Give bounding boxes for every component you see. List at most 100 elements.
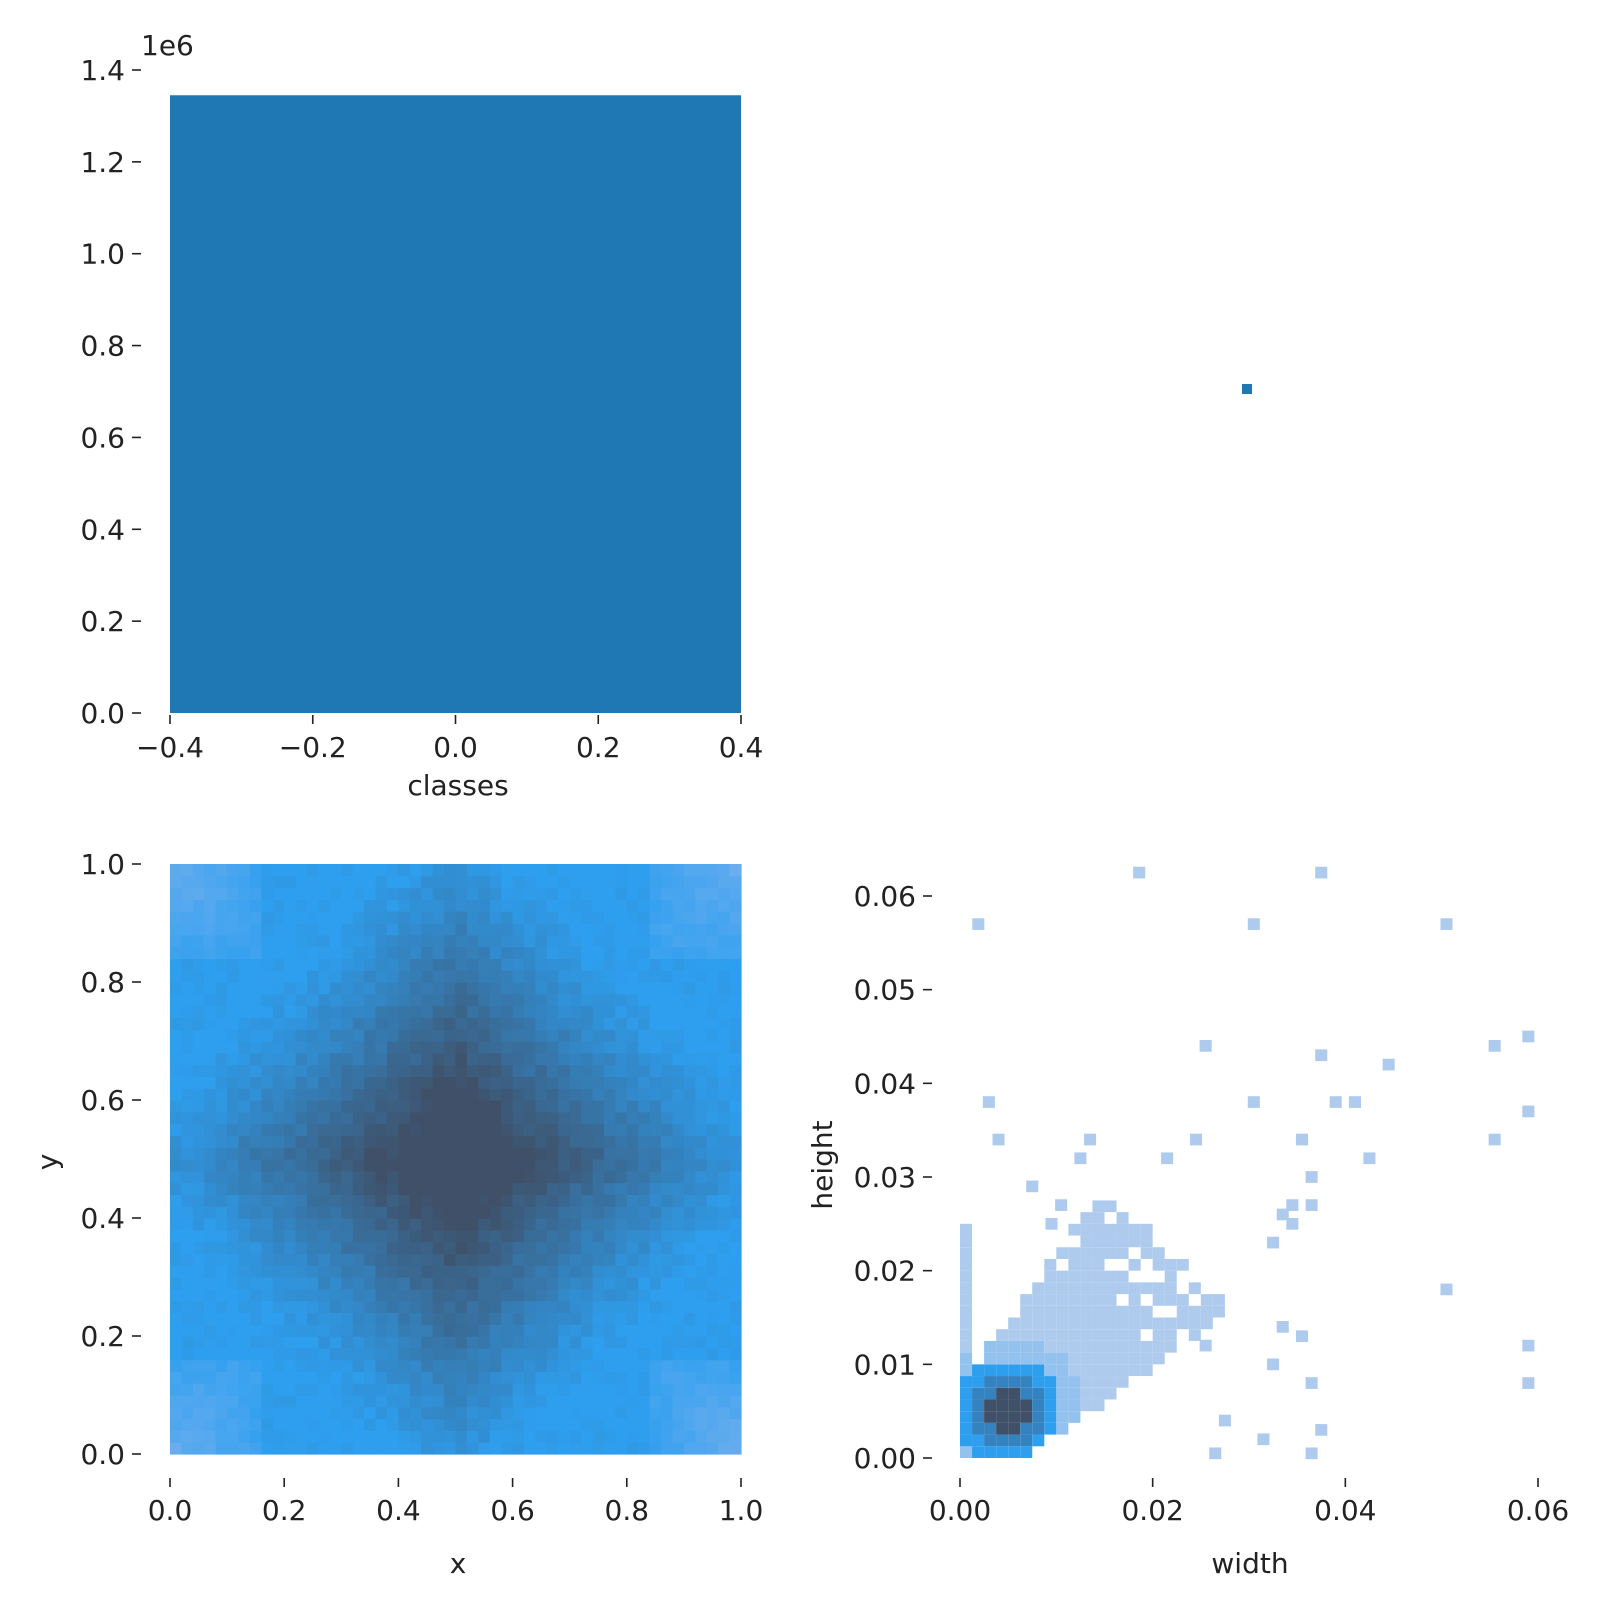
heatmap-cell xyxy=(455,1135,468,1148)
heatmap-cell xyxy=(558,1442,571,1455)
outlier-cell xyxy=(1382,1058,1395,1071)
heatmap-cell xyxy=(181,970,194,983)
heatmap-cell xyxy=(524,1052,537,1066)
heatmap-cell xyxy=(170,1147,183,1160)
heatmap-cell xyxy=(501,887,514,900)
heatmap-cell xyxy=(661,1076,674,1089)
heatmap-cell xyxy=(706,1324,719,1337)
heatmap-cell xyxy=(626,970,639,983)
heatmap-cell xyxy=(204,1147,217,1160)
heatmap-cell xyxy=(649,1383,662,1396)
heatmap-cell xyxy=(603,1406,616,1420)
heatmap-cell xyxy=(398,1395,411,1408)
heatmap-cell xyxy=(581,1005,594,1018)
heatmap-cell xyxy=(341,1135,354,1148)
heatmap-cell xyxy=(626,1088,639,1101)
heatmap-cell xyxy=(181,1159,194,1172)
heatmap-cell xyxy=(478,1218,491,1231)
heatmap-cell xyxy=(261,1229,274,1243)
heatmap-cell xyxy=(672,993,685,1007)
heatmap-cell xyxy=(341,958,354,971)
heatmap-cell xyxy=(409,1005,422,1018)
y-axis-label-height: height xyxy=(806,1120,839,1209)
heatmap-cell xyxy=(638,1418,651,1431)
heatmap-cell xyxy=(386,1182,399,1195)
heatmap-cell xyxy=(409,1111,422,1125)
heatmap-cell xyxy=(718,1041,731,1054)
heatmap-cell xyxy=(295,1336,308,1349)
heatmap-cell xyxy=(386,1265,399,1278)
heatmap-cell xyxy=(295,1182,308,1195)
heatmap-cell xyxy=(432,1052,445,1066)
heatmap-cell xyxy=(603,1347,616,1361)
heatmap-cell xyxy=(996,1329,1009,1341)
heatmap-cell xyxy=(1032,1364,1045,1377)
heatmap-cell xyxy=(364,1300,377,1313)
heatmap-cell xyxy=(478,958,491,971)
heatmap-cell xyxy=(558,1100,571,1113)
heatmap-cell xyxy=(535,958,548,971)
heatmap-cell xyxy=(1020,1387,1033,1400)
heatmap-cell xyxy=(204,887,217,900)
heatmap-cell xyxy=(318,946,331,959)
heatmap-cell xyxy=(398,1288,411,1302)
heatmap-cell xyxy=(569,1229,582,1243)
heatmap-cell xyxy=(398,970,411,983)
heatmap-cell xyxy=(478,1359,491,1372)
heatmap-cell xyxy=(729,1123,742,1136)
heatmap-cell xyxy=(261,864,274,877)
heatmap-cell xyxy=(249,1347,262,1361)
heatmap-cell xyxy=(649,1229,662,1243)
heatmap-cell xyxy=(261,1159,274,1172)
heatmap-cell xyxy=(307,1135,320,1148)
heatmap-cell xyxy=(444,1336,457,1349)
heatmap-cell xyxy=(364,1218,377,1231)
heatmap-cell xyxy=(592,1135,605,1148)
heatmap-cell xyxy=(227,1241,240,1254)
heatmap-cell xyxy=(364,982,377,995)
heatmap-cell xyxy=(409,864,422,877)
heatmap-cell xyxy=(455,1100,468,1113)
heatmap-cell xyxy=(432,1312,445,1325)
heatmap-cell xyxy=(227,1029,240,1042)
heatmap-cell xyxy=(706,1300,719,1313)
heatmap-cell xyxy=(307,875,320,889)
heatmap-cell xyxy=(249,993,262,1007)
heatmap-cell xyxy=(615,1229,628,1243)
heatmap-cell xyxy=(1164,1270,1177,1283)
heatmap-cell xyxy=(960,1434,973,1447)
heatmap-cell xyxy=(546,875,559,889)
heatmap-cell xyxy=(466,946,479,959)
heatmap-cell xyxy=(558,875,571,889)
heatmap-cell xyxy=(661,1159,674,1172)
heatmap-cell xyxy=(227,1041,240,1054)
heatmap-cell xyxy=(695,1182,708,1195)
heatmap-cell xyxy=(249,1076,262,1089)
heatmap-cell xyxy=(546,1359,559,1372)
heatmap-cell xyxy=(227,1430,240,1443)
heatmap-cell xyxy=(284,1017,297,1030)
heatmap-cell xyxy=(729,1135,742,1148)
heatmap-cell xyxy=(695,875,708,889)
heatmap-cell xyxy=(432,1418,445,1431)
heatmap-cell xyxy=(249,1088,262,1101)
heatmap-cell xyxy=(295,1064,308,1077)
heatmap-cell xyxy=(375,1206,388,1219)
heatmap-cell xyxy=(626,1371,639,1384)
heatmap-cell xyxy=(535,923,548,936)
heatmap-cell xyxy=(249,1406,262,1420)
heatmap-cell xyxy=(284,1147,297,1160)
heatmap-cell xyxy=(638,993,651,1007)
y-axis-y: 0.00.20.40.60.81.0 xyxy=(80,848,141,1471)
heatmap-cell xyxy=(170,1288,183,1302)
heatmap-cell xyxy=(1104,1376,1117,1388)
heatmap-cell xyxy=(512,1100,525,1113)
heatmap-cell xyxy=(695,1029,708,1042)
heatmap-cell xyxy=(478,1088,491,1101)
heatmap-cell xyxy=(204,1111,217,1125)
heatmap-cell xyxy=(341,1029,354,1042)
heatmap-cell xyxy=(272,1005,285,1018)
heatmap-cell xyxy=(661,923,674,936)
heatmap-cell xyxy=(524,1241,537,1254)
heatmap-cell xyxy=(181,1241,194,1254)
